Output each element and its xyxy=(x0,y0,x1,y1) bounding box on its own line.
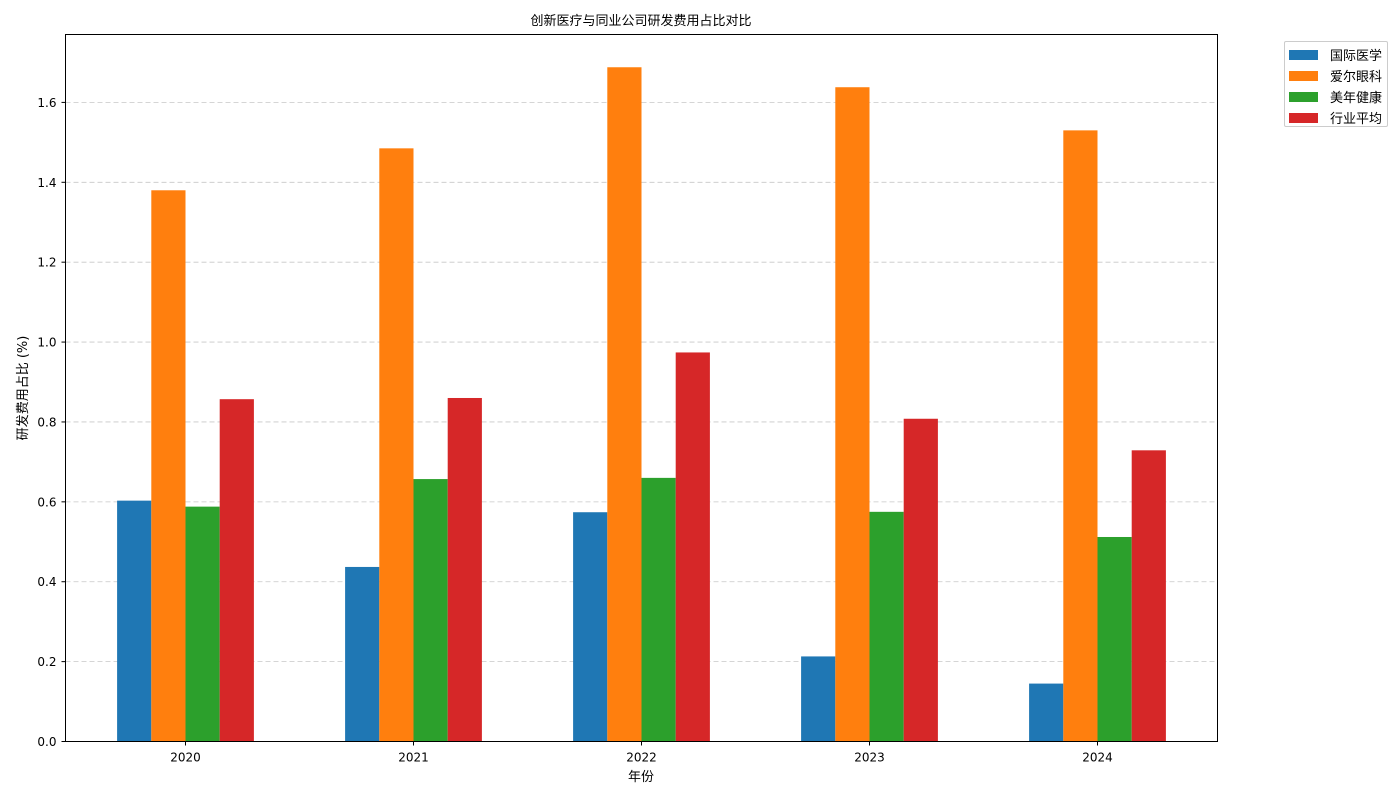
bar xyxy=(117,500,152,742)
legend-swatch-icon xyxy=(1289,112,1318,123)
x-tick-label: 2024 xyxy=(1082,751,1113,765)
y-tick-label: 0.2 xyxy=(37,655,56,669)
bar xyxy=(869,511,904,742)
legend-item: 国际医学 xyxy=(1289,44,1383,65)
bar xyxy=(1097,536,1132,742)
y-axis-ticks: 0.0 0.2 0.4 0.6 0.8 1.0 1.2 1.4 1.6 xyxy=(37,96,66,749)
bar xyxy=(903,418,938,742)
legend-label: 行业平均 xyxy=(1330,112,1383,127)
bar xyxy=(185,506,220,742)
bar xyxy=(151,190,186,742)
bar xyxy=(345,566,380,742)
bar xyxy=(413,479,448,742)
x-tick-label: 2023 xyxy=(854,751,885,765)
bar xyxy=(607,67,642,742)
bar xyxy=(447,397,482,742)
legend-swatch-icon xyxy=(1289,49,1318,60)
bar xyxy=(1131,450,1166,742)
y-tick-label: 0.6 xyxy=(37,495,56,509)
y-tick-label: 1.4 xyxy=(37,176,56,190)
legend: 国际医学 爱尔眼科 美年健康 行业平均 xyxy=(1284,41,1388,127)
y-tick-label: 0.8 xyxy=(37,415,56,429)
x-tick-label: 2022 xyxy=(626,751,657,765)
bar xyxy=(219,399,254,742)
legend-item: 爱尔眼科 xyxy=(1289,65,1383,86)
legend-item: 美年健康 xyxy=(1289,86,1383,107)
bar xyxy=(835,87,870,742)
legend-label: 美年健康 xyxy=(1330,91,1383,106)
x-tick-label: 2020 xyxy=(170,751,201,765)
bars xyxy=(117,67,1166,742)
y-tick-label: 1.0 xyxy=(37,336,56,350)
bar xyxy=(641,477,676,742)
legend-label: 国际医学 xyxy=(1330,49,1383,64)
bar xyxy=(379,148,414,742)
y-axis-label: 研发费用占比 (%) xyxy=(15,336,31,441)
legend-swatch-icon xyxy=(1289,91,1318,102)
bar xyxy=(675,352,710,742)
bar xyxy=(573,512,608,742)
x-axis-ticks: 2020 2021 2022 2023 2024 xyxy=(170,741,1113,765)
y-tick-label: 0.0 xyxy=(37,735,56,749)
legend-swatch-icon xyxy=(1289,70,1318,81)
y-tick-label: 1.6 xyxy=(37,96,56,110)
chart-title: 创新医疗与同业公司研发费用占比对比 xyxy=(530,13,751,29)
legend-label: 爱尔眼科 xyxy=(1330,70,1383,85)
x-axis-label: 年份 xyxy=(628,770,654,785)
y-tick-label: 0.4 xyxy=(37,575,56,589)
x-tick-label: 2021 xyxy=(398,751,429,765)
legend-item: 行业平均 xyxy=(1289,107,1383,128)
y-tick-label: 1.2 xyxy=(37,256,56,270)
bar xyxy=(801,656,836,742)
bar xyxy=(1029,683,1064,742)
bar xyxy=(1063,130,1098,742)
